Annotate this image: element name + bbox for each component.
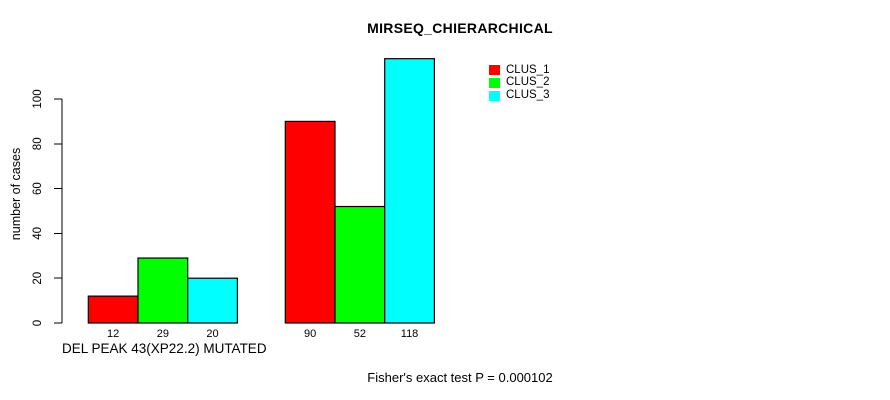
y-axis-tick-label: 100 xyxy=(32,89,44,108)
bar-value-label: 90 xyxy=(304,328,316,340)
bar xyxy=(87,295,139,324)
legend-item: CLUS_2 xyxy=(489,77,549,90)
bar xyxy=(187,277,238,324)
legend-label: CLUS_1 xyxy=(506,63,550,76)
y-axis-tick-label: 60 xyxy=(32,182,44,195)
bar-value-label: 52 xyxy=(354,328,366,340)
bar xyxy=(334,205,386,324)
bar xyxy=(137,257,189,324)
bar xyxy=(284,120,336,324)
bar-value-label: 29 xyxy=(157,328,169,340)
y-axis-tick-label: 40 xyxy=(32,227,44,240)
legend-swatch-icon xyxy=(489,65,500,76)
bar-value-label: 118 xyxy=(401,328,419,340)
bar-value-label: 12 xyxy=(107,328,119,340)
y-axis-tick-label: 0 xyxy=(32,320,44,326)
legend-item: CLUS_3 xyxy=(489,89,549,102)
legend-label: CLUS_3 xyxy=(506,88,550,101)
stat-annotation: Fisher's exact test P = 0.000102 xyxy=(367,370,553,385)
legend-swatch-icon xyxy=(489,90,500,101)
legend-item: CLUS_1 xyxy=(489,64,549,77)
chart-title: MIRSEQ_CHIERARCHICAL xyxy=(367,20,553,36)
x-group-label: DEL PEAK 43(XP22.2) MUTATED xyxy=(62,341,267,356)
y-axis-tick-label: 80 xyxy=(32,137,44,150)
legend-swatch-icon xyxy=(489,78,500,89)
bar xyxy=(384,58,436,324)
legend: CLUS_1 CLUS_2 CLUS_3 xyxy=(489,64,549,102)
legend-label: CLUS_2 xyxy=(506,76,550,89)
y-axis-tick-label: 20 xyxy=(32,272,44,285)
bar-value-label: 20 xyxy=(206,328,218,340)
y-axis-label: number of cases xyxy=(9,148,23,240)
